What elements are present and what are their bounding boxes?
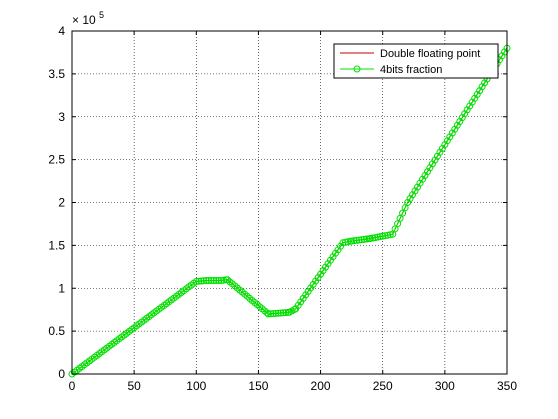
point-4bits-fraction (200, 277, 208, 285)
y-exponent-label: × 10 5 (72, 10, 104, 27)
point-4bits-fraction (381, 232, 389, 240)
x-tick-label: 350 (497, 379, 517, 393)
y-tick-label: 0.5 (48, 324, 65, 338)
y-tick-label: 0 (58, 367, 65, 381)
point-4bits-fraction (267, 310, 275, 318)
point-4bits-fraction (269, 310, 277, 318)
point-4bits-fraction (406, 195, 414, 203)
point-4bits-fraction (319, 267, 327, 275)
point-4bits-fraction (355, 236, 363, 244)
point-4bits-fraction (358, 236, 366, 244)
point-4bits-fraction (339, 239, 347, 247)
x-tick-label: 300 (435, 379, 455, 393)
x-tick-label: 50 (127, 379, 141, 393)
y-tick-label: 2.5 (48, 153, 65, 167)
point-4bits-fraction (441, 141, 449, 149)
point-4bits-fraction (348, 237, 356, 245)
plot-series (68, 44, 511, 378)
y-exponent-base: × 10 (72, 13, 96, 27)
point-4bits-fraction (212, 277, 220, 284)
legend-label-double-floating-point: Double floating point (380, 48, 480, 60)
point-4bits-fraction (376, 233, 384, 241)
point-4bits-fraction (264, 310, 272, 318)
legend-box (333, 43, 499, 79)
legend-label-4bits-fraction: 4bits fraction (380, 64, 442, 76)
point-4bits-fraction (369, 234, 377, 242)
y-tick-label: 1 (58, 281, 65, 295)
point-4bits-fraction (384, 231, 392, 239)
series-line-4bits-fraction (71, 47, 508, 375)
y-tick-label: 3.5 (48, 67, 65, 81)
legend: Double floating point 4bits fraction (333, 43, 499, 79)
y-tick-label: 3 (58, 110, 65, 124)
x-tick-label: 200 (311, 379, 331, 393)
axis-ticks (71, 30, 508, 375)
x-tick-label: 250 (373, 379, 393, 393)
point-4bits-fraction (379, 232, 387, 240)
point-4bits-fraction (386, 231, 394, 239)
point-4bits-fraction (205, 277, 213, 284)
y-tick-label: 4 (58, 24, 65, 38)
point-4bits-fraction (424, 168, 431, 176)
point-4bits-fraction (282, 309, 290, 317)
y-exponent-power: 5 (99, 10, 104, 20)
point-4bits-fraction (274, 309, 282, 317)
point-4bits-fraction (337, 242, 344, 250)
point-4bits-fraction (192, 277, 200, 285)
x-tick-label: 0 (69, 379, 76, 393)
point-4bits-fraction (215, 277, 223, 284)
y-tick-label: 1.5 (48, 238, 65, 252)
point-4bits-fraction (197, 277, 205, 285)
legend-marker-4bits-fraction (353, 65, 361, 73)
y-tick-label: 2 (58, 196, 65, 210)
x-tick-label: 100 (186, 379, 206, 393)
point-4bits-fraction (210, 277, 218, 284)
point-4bits-fraction (350, 237, 358, 245)
point-4bits-fraction (374, 233, 382, 241)
point-4bits-fraction (353, 236, 361, 244)
point-4bits-fraction (220, 276, 228, 284)
point-4bits-fraction (195, 277, 203, 285)
x-tick-label: 150 (248, 379, 268, 393)
point-4bits-fraction (272, 309, 280, 317)
point-4bits-fraction (366, 235, 374, 242)
point-4bits-fraction (202, 277, 210, 284)
point-4bits-fraction (291, 306, 298, 313)
point-4bits-fraction (277, 309, 285, 317)
point-4bits-fraction (207, 277, 215, 284)
grid (72, 31, 507, 374)
x-tick-labels: 0 50 100 150 200 250 300 350 (69, 379, 518, 393)
y-tick-labels: 0 0.5 1 1.5 2 2.5 3 3.5 4 (48, 24, 65, 381)
